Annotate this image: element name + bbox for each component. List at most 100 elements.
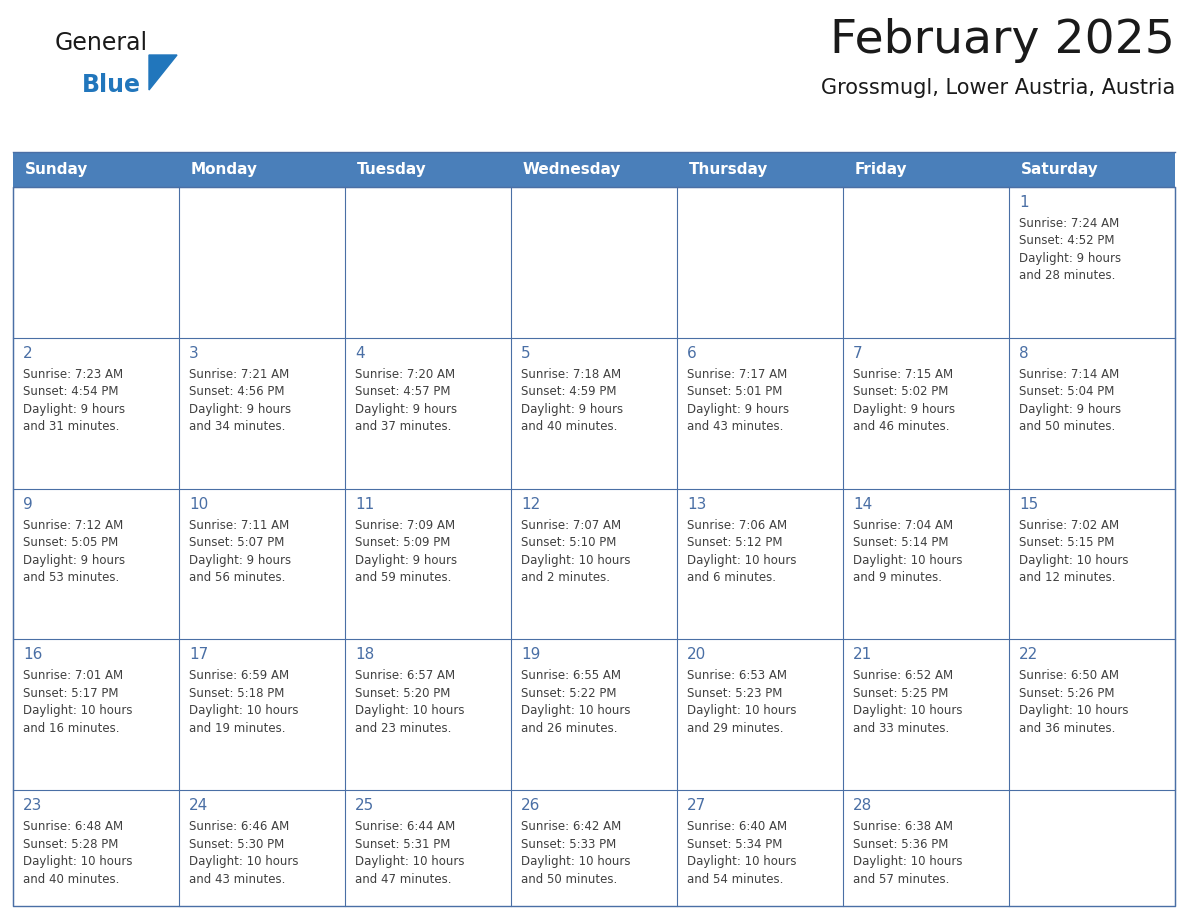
Bar <box>843 790 1009 918</box>
Bar <box>677 187 843 338</box>
Text: and 6 minutes.: and 6 minutes. <box>687 571 776 584</box>
Bar <box>179 338 345 488</box>
Text: Sunset: 5:25 PM: Sunset: 5:25 PM <box>853 687 948 700</box>
Text: Daylight: 9 hours: Daylight: 9 hours <box>522 403 624 416</box>
Text: Sunset: 5:09 PM: Sunset: 5:09 PM <box>355 536 450 549</box>
Bar <box>345 640 511 790</box>
Text: Sunrise: 7:20 AM: Sunrise: 7:20 AM <box>355 368 455 381</box>
Bar <box>1009 187 1175 338</box>
Text: Sunrise: 7:01 AM: Sunrise: 7:01 AM <box>23 669 124 682</box>
Text: Daylight: 10 hours: Daylight: 10 hours <box>853 704 962 717</box>
Bar <box>345 488 511 640</box>
Text: Sunset: 5:36 PM: Sunset: 5:36 PM <box>853 838 948 851</box>
Bar <box>1009 488 1175 640</box>
Text: Daylight: 10 hours: Daylight: 10 hours <box>687 554 796 566</box>
Bar <box>511 640 677 790</box>
Text: Daylight: 9 hours: Daylight: 9 hours <box>853 403 955 416</box>
Text: Daylight: 10 hours: Daylight: 10 hours <box>23 704 133 717</box>
Text: and 2 minutes.: and 2 minutes. <box>522 571 609 584</box>
Bar <box>345 790 511 918</box>
Bar <box>511 338 677 488</box>
Text: 27: 27 <box>687 798 706 813</box>
Bar <box>179 790 345 918</box>
Text: Sunrise: 6:48 AM: Sunrise: 6:48 AM <box>23 820 124 834</box>
Text: 12: 12 <box>522 497 541 511</box>
Text: Daylight: 10 hours: Daylight: 10 hours <box>522 704 631 717</box>
Bar <box>843 187 1009 338</box>
Text: Sunset: 5:05 PM: Sunset: 5:05 PM <box>23 536 119 549</box>
Text: Sunset: 5:34 PM: Sunset: 5:34 PM <box>687 838 783 851</box>
Text: Sunrise: 6:50 AM: Sunrise: 6:50 AM <box>1019 669 1119 682</box>
Text: Sunrise: 6:44 AM: Sunrise: 6:44 AM <box>355 820 455 834</box>
Bar <box>179 488 345 640</box>
Text: 28: 28 <box>853 798 872 813</box>
Text: Monday: Monday <box>191 162 258 177</box>
Text: Daylight: 10 hours: Daylight: 10 hours <box>355 856 465 868</box>
Text: and 40 minutes.: and 40 minutes. <box>522 420 618 433</box>
Text: Sunset: 5:22 PM: Sunset: 5:22 PM <box>522 687 617 700</box>
Text: Sunset: 5:02 PM: Sunset: 5:02 PM <box>853 386 948 398</box>
Text: and 19 minutes.: and 19 minutes. <box>189 722 285 735</box>
Text: 1: 1 <box>1019 195 1029 210</box>
Text: and 43 minutes.: and 43 minutes. <box>189 873 285 886</box>
Text: 6: 6 <box>687 346 696 361</box>
Bar <box>13 338 179 488</box>
Text: 16: 16 <box>23 647 43 663</box>
Text: Daylight: 10 hours: Daylight: 10 hours <box>522 856 631 868</box>
Text: Sunrise: 6:40 AM: Sunrise: 6:40 AM <box>687 820 788 834</box>
Text: 10: 10 <box>189 497 208 511</box>
Text: 21: 21 <box>853 647 872 663</box>
Text: Sunset: 5:15 PM: Sunset: 5:15 PM <box>1019 536 1114 549</box>
Text: and 12 minutes.: and 12 minutes. <box>1019 571 1116 584</box>
Text: Sunrise: 7:17 AM: Sunrise: 7:17 AM <box>687 368 788 381</box>
Text: Sunset: 5:20 PM: Sunset: 5:20 PM <box>355 687 450 700</box>
Text: Tuesday: Tuesday <box>358 162 426 177</box>
Text: and 31 minutes.: and 31 minutes. <box>23 420 119 433</box>
Bar <box>345 338 511 488</box>
Text: Daylight: 9 hours: Daylight: 9 hours <box>1019 252 1121 265</box>
Text: and 23 minutes.: and 23 minutes. <box>355 722 451 735</box>
Text: and 40 minutes.: and 40 minutes. <box>23 873 119 886</box>
Bar <box>843 640 1009 790</box>
Text: 20: 20 <box>687 647 706 663</box>
Text: Daylight: 10 hours: Daylight: 10 hours <box>687 856 796 868</box>
Text: Sunset: 5:26 PM: Sunset: 5:26 PM <box>1019 687 1114 700</box>
Text: and 59 minutes.: and 59 minutes. <box>355 571 451 584</box>
Bar <box>1009 640 1175 790</box>
Text: 4: 4 <box>355 346 365 361</box>
Bar <box>345 187 511 338</box>
Text: and 53 minutes.: and 53 minutes. <box>23 571 119 584</box>
Text: Sunset: 5:04 PM: Sunset: 5:04 PM <box>1019 386 1114 398</box>
Text: Sunset: 5:01 PM: Sunset: 5:01 PM <box>687 386 783 398</box>
Text: Sunset: 5:18 PM: Sunset: 5:18 PM <box>189 687 284 700</box>
Text: Sunrise: 6:38 AM: Sunrise: 6:38 AM <box>853 820 953 834</box>
Bar <box>13 790 179 918</box>
Text: Sunset: 5:33 PM: Sunset: 5:33 PM <box>522 838 617 851</box>
Text: Sunset: 4:54 PM: Sunset: 4:54 PM <box>23 386 119 398</box>
Text: Daylight: 9 hours: Daylight: 9 hours <box>355 403 457 416</box>
Text: and 47 minutes.: and 47 minutes. <box>355 873 451 886</box>
Text: Daylight: 10 hours: Daylight: 10 hours <box>355 704 465 717</box>
Text: 11: 11 <box>355 497 374 511</box>
Text: Sunset: 5:23 PM: Sunset: 5:23 PM <box>687 687 783 700</box>
Text: and 46 minutes.: and 46 minutes. <box>853 420 949 433</box>
Text: Daylight: 9 hours: Daylight: 9 hours <box>23 403 125 416</box>
Text: 24: 24 <box>189 798 208 813</box>
Text: Sunset: 4:57 PM: Sunset: 4:57 PM <box>355 386 450 398</box>
Text: Sunset: 5:10 PM: Sunset: 5:10 PM <box>522 536 617 549</box>
Text: Sunrise: 7:24 AM: Sunrise: 7:24 AM <box>1019 217 1119 230</box>
Text: Daylight: 9 hours: Daylight: 9 hours <box>189 554 291 566</box>
Bar <box>677 338 843 488</box>
Text: Sunset: 5:14 PM: Sunset: 5:14 PM <box>853 536 948 549</box>
Text: Sunrise: 7:07 AM: Sunrise: 7:07 AM <box>522 519 621 532</box>
Text: Sunrise: 6:57 AM: Sunrise: 6:57 AM <box>355 669 455 682</box>
Text: and 26 minutes.: and 26 minutes. <box>522 722 618 735</box>
Text: and 37 minutes.: and 37 minutes. <box>355 420 451 433</box>
Text: Sunrise: 7:14 AM: Sunrise: 7:14 AM <box>1019 368 1119 381</box>
Text: Sunrise: 7:21 AM: Sunrise: 7:21 AM <box>189 368 289 381</box>
Text: 15: 15 <box>1019 497 1038 511</box>
Text: 18: 18 <box>355 647 374 663</box>
Text: and 36 minutes.: and 36 minutes. <box>1019 722 1116 735</box>
Text: Sunset: 5:31 PM: Sunset: 5:31 PM <box>355 838 450 851</box>
Text: Sunday: Sunday <box>25 162 88 177</box>
